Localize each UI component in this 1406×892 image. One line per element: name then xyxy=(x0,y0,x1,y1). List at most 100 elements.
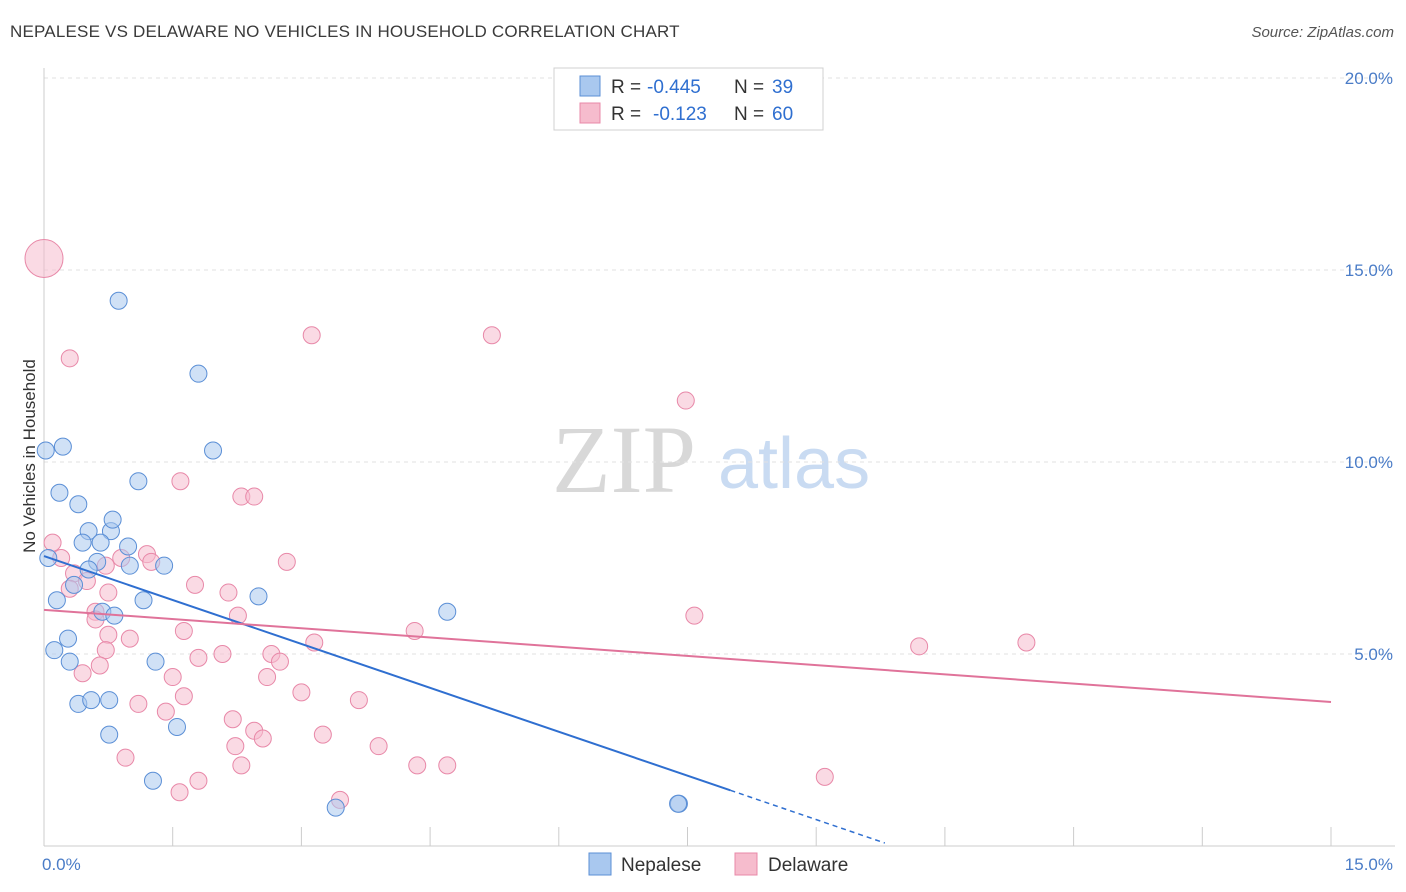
nepalese-point xyxy=(134,591,153,610)
delaware-point xyxy=(73,664,92,683)
watermark-atlas: atlas xyxy=(718,424,870,504)
delaware-point xyxy=(129,694,148,713)
x-tick-label: 15.0% xyxy=(1345,855,1393,874)
delaware-point xyxy=(186,575,205,594)
nepalese-point xyxy=(120,556,139,575)
y-axis-title: No Vehicles in Household xyxy=(20,359,39,553)
nepalese-point xyxy=(249,587,268,606)
nepalese-point xyxy=(60,652,79,671)
delaware-point xyxy=(174,621,193,640)
delaware-point xyxy=(219,583,238,602)
nepalese-point xyxy=(326,798,345,817)
delaware-point xyxy=(349,691,368,710)
delaware-point xyxy=(676,391,695,410)
nepalese-points xyxy=(36,291,688,817)
delaware-point xyxy=(171,472,190,491)
delaware-point xyxy=(99,625,118,644)
nepalese-point xyxy=(167,717,186,736)
y-tick-label: 20.0% xyxy=(1345,69,1393,88)
legend-delaware-swatch xyxy=(734,852,758,876)
x-tick-marks xyxy=(43,827,1332,846)
x-tick-label: 0.0% xyxy=(42,855,81,874)
nepalese-point xyxy=(91,533,110,552)
y-tick-label: 15.0% xyxy=(1345,261,1393,280)
nepalese-point xyxy=(73,533,92,552)
nepalese-point xyxy=(45,641,64,660)
legend-nepalese-label: Nepalese xyxy=(621,855,701,876)
delaware-point xyxy=(408,756,427,775)
nepalese-point xyxy=(65,575,84,594)
delaware-point xyxy=(99,583,118,602)
delaware-trend-line xyxy=(43,608,1332,703)
delaware-points xyxy=(24,238,1036,809)
delaware-point xyxy=(189,771,208,790)
nepalese-point xyxy=(109,291,128,310)
nepalese-point xyxy=(50,483,69,502)
nepalese-point xyxy=(438,602,457,621)
stats-nepalese-r-value: -0.445 xyxy=(647,77,701,98)
legend-delaware-label: Delaware xyxy=(768,855,848,876)
delaware-point xyxy=(292,683,311,702)
source-label: Source: ZipAtlas.com xyxy=(1251,24,1394,41)
delaware-point xyxy=(1017,633,1036,652)
nepalese-point xyxy=(100,691,119,710)
stats-delaware-n-label: N = xyxy=(734,104,764,125)
watermark-zip: ZIP xyxy=(552,406,696,513)
nepalese-point xyxy=(669,794,688,813)
stats-nepalese-swatch xyxy=(579,75,601,97)
nepalese-trend-extension xyxy=(730,789,886,844)
nepalese-trend-line xyxy=(43,555,731,792)
stats-delaware-r-value: -0.123 xyxy=(653,104,707,125)
nepalese-point xyxy=(36,441,55,460)
delaware-point xyxy=(174,687,193,706)
nepalese-point xyxy=(100,725,119,744)
delaware-point xyxy=(60,349,79,368)
delaware-point xyxy=(170,783,189,802)
legend: Nepalese Delaware xyxy=(588,852,848,876)
nepalese-point xyxy=(189,364,208,383)
nepalese-point xyxy=(53,437,72,456)
delaware-point xyxy=(258,668,277,687)
trend-lines xyxy=(43,555,1332,844)
delaware-point xyxy=(43,533,62,552)
delaware-point xyxy=(685,606,704,625)
delaware-point xyxy=(302,326,321,345)
nepalese-point xyxy=(146,652,165,671)
nepalese-point xyxy=(143,771,162,790)
delaware-point xyxy=(277,552,296,571)
y-tick-label: 5.0% xyxy=(1354,645,1393,664)
stats-nepalese-n-label: N = xyxy=(734,77,764,98)
nepalese-point xyxy=(129,472,148,491)
nepalese-point xyxy=(155,556,174,575)
delaware-point xyxy=(313,725,332,744)
delaware-point xyxy=(96,641,115,660)
delaware-point xyxy=(253,729,272,748)
legend-nepalese-swatch xyxy=(588,852,612,876)
delaware-point xyxy=(156,702,175,721)
delaware-point xyxy=(24,238,64,278)
delaware-point xyxy=(369,737,388,756)
delaware-point xyxy=(910,637,929,656)
delaware-point xyxy=(223,710,242,729)
stats-delaware-r-label: R = xyxy=(611,104,641,125)
y-tick-labels: 5.0% 10.0% 15.0% 20.0% xyxy=(1345,69,1393,664)
delaware-point xyxy=(226,737,245,756)
delaware-point xyxy=(438,756,457,775)
nepalese-point xyxy=(103,510,122,529)
delaware-point xyxy=(120,629,139,648)
nepalese-point xyxy=(119,537,138,556)
x-tick-labels: 0.0% 15.0% xyxy=(42,855,1393,874)
delaware-point xyxy=(815,767,834,786)
nepalese-point xyxy=(47,591,66,610)
delaware-point xyxy=(213,645,232,663)
y-tick-label: 10.0% xyxy=(1345,453,1393,472)
nepalese-point xyxy=(69,495,88,514)
stats-delaware-n-value: 60 xyxy=(772,104,793,125)
stats-nepalese-r-label: R = xyxy=(611,77,641,98)
delaware-point xyxy=(245,487,264,506)
nepalese-point xyxy=(59,629,78,648)
delaware-point xyxy=(482,326,501,345)
stats-nepalese-n-value: 39 xyxy=(772,77,793,98)
delaware-point xyxy=(189,648,208,667)
gridlines xyxy=(44,77,1395,655)
